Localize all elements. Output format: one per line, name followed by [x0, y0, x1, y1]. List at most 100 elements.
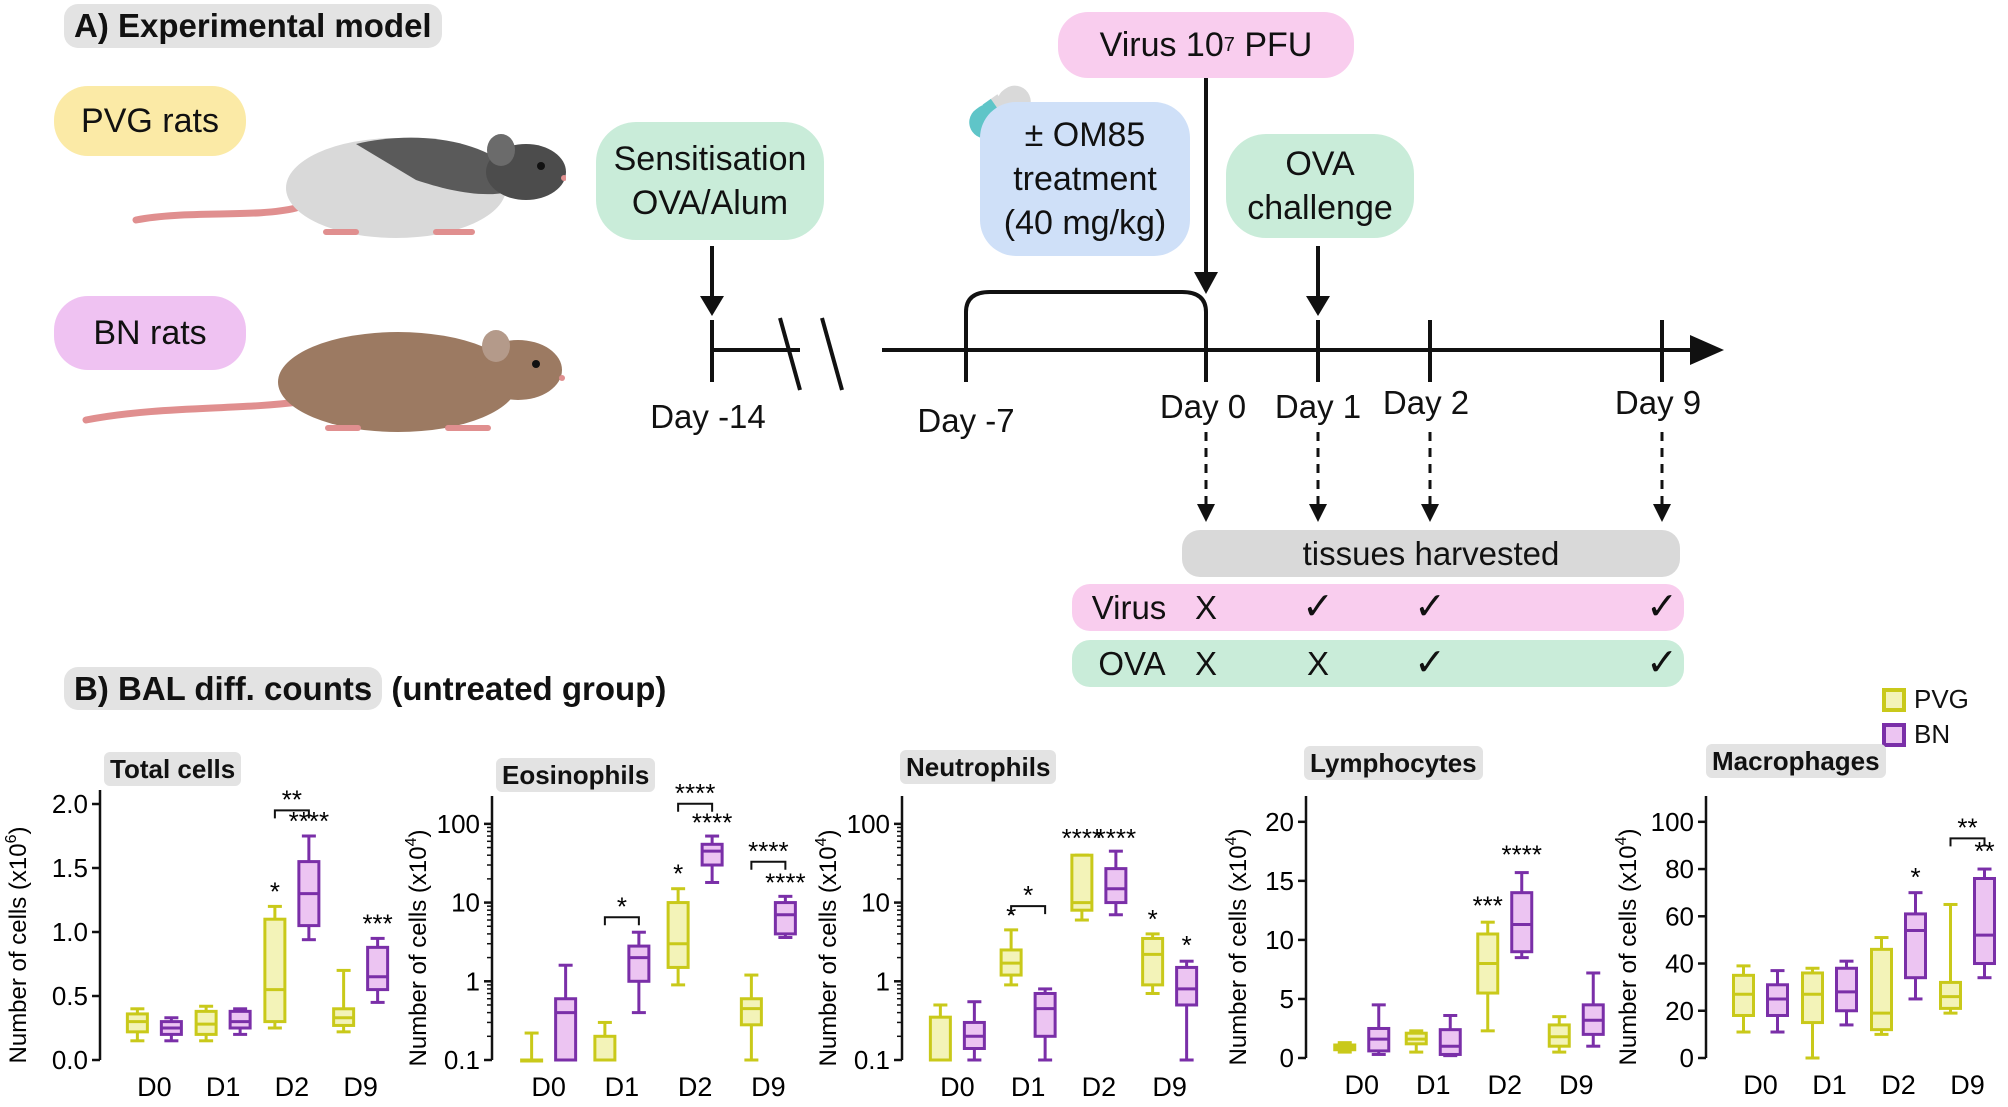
- significance-label: ****: [1062, 823, 1102, 853]
- significance-label: *: [1023, 880, 1033, 910]
- y-axis-label: Number of cells (x104): [813, 830, 842, 1067]
- y-tick-label: 100: [437, 809, 480, 839]
- y-tick-label: 20: [1265, 807, 1294, 837]
- y-tick-label: 80: [1665, 854, 1694, 884]
- ova-row-label: OVA: [1098, 645, 1166, 682]
- y-tick-label: 0: [1280, 1043, 1294, 1073]
- y-tick-label: 1.0: [52, 917, 88, 947]
- y-axis-label: Number of cells (x106): [3, 827, 32, 1064]
- x-tick-label: D9: [1559, 1070, 1594, 1100]
- bn-rats-label: BN rats: [54, 296, 246, 370]
- box-pvg: [739, 997, 763, 1027]
- legend-pvg: PVG: [1882, 684, 1969, 715]
- box-bn: [1510, 891, 1534, 954]
- x-tick-label: D2: [1082, 1072, 1117, 1102]
- x-tick-label: D0: [531, 1072, 566, 1102]
- chart-panel-lymphocytes: Lymphocytes 0 5 10 15 20 Number of cells (x10…: [1220, 740, 1620, 1102]
- legend-pvg-swatch: [1882, 687, 1906, 712]
- y-tick-label: 0.5: [52, 981, 88, 1011]
- significance-bracket: [603, 916, 640, 926]
- y-tick-label: 0: [1680, 1043, 1694, 1073]
- legend-bn-swatch: [1882, 722, 1906, 747]
- legend: PVG BN: [1882, 684, 1969, 750]
- significance-label: *: [270, 877, 280, 907]
- tissues-harvested-bar: [1182, 530, 1680, 577]
- virus-row-bar: [1072, 584, 1684, 631]
- ova-row-mark: ✓: [1646, 642, 1678, 684]
- virus-row-mark: ✓: [1414, 586, 1446, 628]
- box-bn: [1835, 966, 1858, 1013]
- ova-row-mark: ✓: [1414, 642, 1446, 684]
- box-pvg: [263, 917, 287, 1024]
- y-axis-label: Number of cells (x104): [1223, 829, 1252, 1066]
- chart-title: Total cells: [104, 752, 242, 786]
- chart-panel-eosinophils: Eosinophils 0.1 1 10 100 Number of cells (x1…: [400, 740, 810, 1102]
- x-tick-label: D1: [206, 1072, 241, 1102]
- virus-row-label: Virus: [1091, 589, 1167, 626]
- box-bn: [1438, 1028, 1462, 1056]
- x-tick-label: D2: [678, 1072, 713, 1102]
- x-tick-label: D0: [940, 1072, 975, 1102]
- x-tick-label: D2: [275, 1072, 310, 1102]
- significance-label: ***: [1473, 890, 1503, 920]
- significance-label: **: [1974, 836, 1994, 866]
- day-label: Day 0: [1159, 388, 1247, 425]
- significance-bracket: [677, 802, 714, 812]
- significance-label: ***: [362, 909, 392, 939]
- significance-label: **: [282, 784, 302, 814]
- significance-label: *: [1182, 930, 1192, 960]
- chart-panel-macrophages: Macrophages 0 20 40 60 80 100 Number of cells …: [1610, 740, 2008, 1102]
- section-a-title: A) Experimental model: [64, 4, 442, 48]
- y-axis-label: Number of cells (x104): [403, 830, 432, 1067]
- y-tick-label: 0.1: [854, 1045, 890, 1075]
- y-tick-label: 10: [1265, 925, 1294, 955]
- y-tick-label: 60: [1665, 901, 1694, 931]
- box-pvg: [928, 1015, 952, 1062]
- chart-title: Lymphocytes: [1304, 746, 1483, 780]
- om85-box: ± OM85 treatment (40 mg/kg): [980, 102, 1190, 256]
- significance-label: **: [1957, 812, 1977, 842]
- legend-bn: BN: [1882, 719, 1969, 750]
- y-tick-label: 20: [1665, 996, 1694, 1026]
- x-tick-label: D1: [1011, 1072, 1046, 1102]
- virus-unit: PFU: [1234, 26, 1313, 64]
- significance-bracket: [1949, 837, 1986, 847]
- significance-label: *: [617, 891, 627, 921]
- box-bn: [700, 842, 724, 867]
- pvg-rats-label: PVG rats: [54, 86, 246, 156]
- box-bn: [1033, 991, 1057, 1038]
- y-tick-label: 5: [1280, 984, 1294, 1014]
- sensitisation-box: Sensitisation OVA/Alum: [596, 122, 824, 240]
- chart-macrophages: 0 20 40 60 80 100 Number of cells (x104) D0 D1 D2…: [1613, 796, 1996, 1100]
- chart-title: Neutrophils: [900, 750, 1057, 784]
- y-tick-label: 10: [451, 888, 480, 918]
- virus-row-mark: ✓: [1646, 586, 1678, 628]
- chart-title: Eosinophils: [496, 758, 656, 792]
- virus-row-mark: ✓: [1302, 586, 1334, 628]
- significance-bracket: [750, 860, 787, 870]
- significance-label: *: [1148, 904, 1158, 934]
- day-label: Day 1: [1274, 388, 1362, 425]
- day-label: Day 2: [1382, 384, 1470, 421]
- y-tick-label: 0.0: [52, 1045, 88, 1075]
- ova-row-bar: [1072, 640, 1684, 687]
- box-pvg: [1801, 971, 1824, 1025]
- significance-label: *: [1006, 900, 1016, 930]
- ova-row-mark: X: [1194, 645, 1218, 682]
- ova-challenge-box: OVA challenge: [1226, 134, 1414, 238]
- y-tick-label: 1.5: [52, 853, 88, 883]
- section-b-title: B) BAL diff. counts: [64, 667, 383, 710]
- x-tick-label: D0: [1344, 1070, 1379, 1100]
- y-axis-label: Number of cells (x104): [1613, 829, 1642, 1066]
- box-pvg: [666, 901, 690, 969]
- significance-bracket: [273, 809, 310, 819]
- x-tick-label: D1: [605, 1072, 640, 1102]
- chart-title: Macrophages: [1706, 744, 1886, 778]
- ova-row-mark: X: [1306, 645, 1330, 682]
- significance-label: *: [1910, 862, 1920, 892]
- chart-total-cells: 0.0 0.5 1.0 1.5 2.0 Number of cells (x106) D0 D…: [3, 784, 393, 1102]
- section-b-heading: B) BAL diff. counts (untreated group): [64, 667, 666, 710]
- box-bn: [773, 901, 797, 936]
